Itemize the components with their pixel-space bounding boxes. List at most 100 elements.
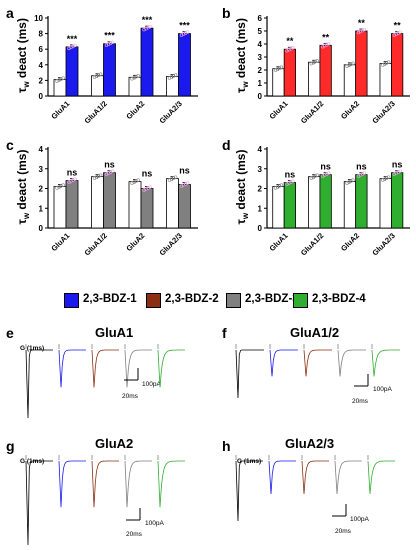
panel-letter-f: f bbox=[222, 325, 227, 341]
x-tick-label-c: GluA1/2 bbox=[83, 231, 109, 257]
bar-b bbox=[308, 61, 321, 97]
current-trace-green bbox=[157, 349, 185, 388]
bar-b bbox=[391, 33, 404, 97]
y-tick-label-c: 4 bbox=[39, 145, 44, 154]
panel-letter-a: a bbox=[6, 5, 14, 21]
current-trace-gray bbox=[337, 349, 366, 377]
current-trace-gray bbox=[124, 349, 152, 388]
data-point-b bbox=[279, 65, 284, 69]
scale-y-label-f: 100pA bbox=[373, 386, 392, 393]
x-tick-label-a: GluA2/3 bbox=[158, 99, 184, 125]
scale-y-label-e: 100pA bbox=[142, 381, 161, 388]
data-point-d bbox=[313, 174, 317, 178]
bar-d bbox=[391, 172, 404, 229]
data-point-b bbox=[309, 61, 314, 66]
bar-a bbox=[178, 33, 191, 97]
significance-label-c: ns bbox=[104, 160, 115, 170]
y-tick-label-d: 1 bbox=[258, 204, 263, 213]
data-point-d bbox=[394, 171, 398, 175]
data-point-b bbox=[392, 33, 396, 37]
significance-label-a: *** bbox=[179, 21, 190, 31]
y-axis-label-b: τw deact (ms) bbox=[234, 18, 250, 93]
legend-swatch-bdz4 bbox=[293, 293, 308, 308]
significance-label-b: ** bbox=[322, 32, 330, 42]
y-tick-label-b: 5 bbox=[258, 27, 263, 36]
data-point-d bbox=[289, 180, 293, 184]
data-point-b bbox=[321, 45, 325, 49]
panel-letter-b: b bbox=[222, 5, 231, 21]
y-tick-label-b: 0 bbox=[258, 92, 263, 101]
y-tick-label-c: 0 bbox=[39, 224, 44, 233]
y-tick-label-b: 6 bbox=[258, 14, 263, 23]
bar-c bbox=[103, 172, 116, 229]
data-point-b bbox=[349, 62, 353, 67]
data-point-d bbox=[279, 183, 284, 187]
panel-letter-d: d bbox=[222, 137, 231, 153]
data-point-b bbox=[291, 46, 295, 50]
y-tick-label-b: 2 bbox=[258, 66, 263, 75]
data-point-c bbox=[148, 185, 152, 189]
data-point-a bbox=[148, 24, 152, 29]
bar-b bbox=[283, 48, 297, 97]
y-axis-label-tau-c: τ bbox=[15, 219, 29, 225]
data-point-c bbox=[110, 169, 115, 173]
trace-title-h: GluA2/3 bbox=[285, 436, 335, 451]
y-tick-label-d: 4 bbox=[258, 145, 263, 154]
data-point-a bbox=[98, 72, 103, 76]
y-axis-label-rest-b: deact (ms) bbox=[234, 18, 248, 81]
data-point-b bbox=[356, 30, 361, 35]
significance-label-b: ** bbox=[358, 18, 366, 28]
bar-b bbox=[379, 63, 392, 97]
trace-group-h bbox=[235, 455, 395, 522]
bar-c bbox=[65, 180, 79, 229]
x-tick-label-a: GluA1/2 bbox=[83, 99, 109, 125]
data-point-d bbox=[349, 179, 353, 183]
bar-chart-a: τw deact (ms)0246810***GluA1***GluA1/2**… bbox=[15, 14, 410, 257]
scale-y-label-g: 100pA bbox=[145, 520, 164, 527]
data-point-b bbox=[275, 67, 280, 71]
current-trace-brown bbox=[301, 460, 329, 495]
data-point-d bbox=[323, 173, 327, 177]
y-tick-label-d: 0 bbox=[258, 224, 263, 233]
data-point-d bbox=[285, 182, 289, 186]
data-point-b bbox=[313, 60, 317, 64]
data-point-a bbox=[61, 76, 65, 80]
data-point-a bbox=[173, 73, 178, 77]
data-point-a bbox=[185, 30, 190, 34]
data-point-d bbox=[383, 177, 387, 181]
y-axis-label-a: τw deact (ms) bbox=[15, 18, 31, 93]
y-axis-label-d: τw deact (ms) bbox=[234, 150, 250, 225]
y-tick-label-a: 10 bbox=[34, 14, 43, 23]
data-point-c bbox=[136, 178, 140, 182]
current-traces bbox=[25, 344, 400, 546]
data-point-b bbox=[396, 31, 400, 35]
current-trace-blue bbox=[58, 460, 86, 508]
data-point-d bbox=[324, 172, 329, 176]
data-point-d bbox=[385, 176, 389, 180]
y-axis-label-sub-c: w bbox=[22, 212, 31, 220]
data-point-b bbox=[381, 63, 385, 67]
data-point-b bbox=[385, 61, 389, 65]
trace-title-g: GluA2 bbox=[95, 436, 134, 451]
significance-label-a: *** bbox=[67, 34, 78, 44]
current-trace-black bbox=[235, 349, 264, 399]
trace-g-label-g: G (1ms) bbox=[20, 458, 45, 465]
current-trace-brown bbox=[91, 460, 119, 508]
data-point-d bbox=[275, 185, 280, 189]
data-point-a bbox=[73, 43, 77, 48]
x-tick-label-b: GluA2 bbox=[339, 99, 361, 121]
current-trace-green bbox=[157, 460, 185, 508]
legend-label-bdz3: 2,3-BDZ-3 bbox=[245, 293, 299, 305]
scale-x-label-g: 20ms bbox=[126, 531, 142, 538]
panel-letter-e: e bbox=[6, 325, 14, 341]
data-point-c bbox=[61, 183, 65, 187]
chart-d: τw deact (ms) 0 1 2 3 4 ns GluA1 ns GluA1/2 ns GluA… bbox=[234, 145, 410, 257]
bar-b bbox=[272, 68, 285, 97]
significance-label-c: ns bbox=[67, 168, 78, 178]
bar-a bbox=[65, 46, 79, 97]
y-tick-label-a: 0 bbox=[39, 92, 44, 101]
y-axis-label-sub-d: w bbox=[241, 212, 250, 220]
y-tick-label-a: 4 bbox=[39, 61, 44, 70]
data-point-b bbox=[323, 44, 327, 48]
data-point-a bbox=[110, 40, 115, 44]
